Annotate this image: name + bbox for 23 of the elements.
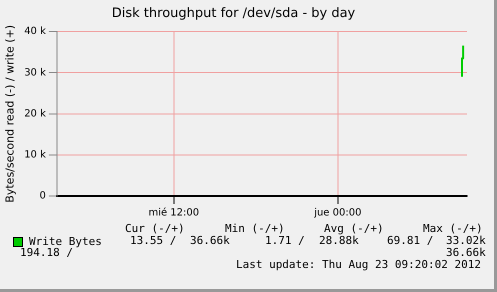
chart-title: Disk throughput for /dev/sda - by day [112, 6, 356, 22]
y-axis-title: Bytes/second read (-) / write (+) [3, 24, 16, 203]
text: Avg (-/+) [324, 222, 384, 235]
text: 33.02k [446, 234, 486, 247]
text: 28.88k [319, 234, 359, 247]
text: Max (-/+) [423, 222, 483, 235]
y-tick-label: 10 k [24, 149, 46, 160]
legend-label: Write Bytes [29, 235, 102, 248]
text: 36.66k [446, 246, 486, 259]
x-tick-label: jue 00:00 [313, 208, 362, 219]
y-tick-label: 30 k [24, 67, 46, 78]
text: Last update: Thu Aug 23 09:20:02 2012 [236, 258, 481, 271]
text: 194.18 / [20, 246, 73, 259]
text: 1.71 / [265, 234, 305, 247]
text: 13.55 / [130, 234, 176, 247]
text: 69.81 / [387, 234, 434, 247]
x-tick-label: mié 12:00 [148, 208, 200, 219]
text: Cur (-/+) [125, 222, 185, 235]
text: Min (-/+) [225, 222, 285, 235]
text: 36.66k [190, 234, 230, 247]
y-tick-label: 40 k [24, 26, 46, 38]
y-tick-label: 20 k [24, 108, 46, 120]
y-tick-label: 0 [40, 190, 46, 202]
